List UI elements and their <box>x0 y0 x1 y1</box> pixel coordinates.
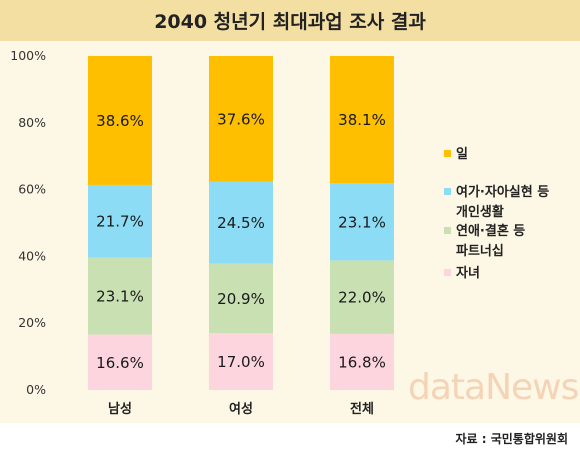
data-label: 22.0% <box>338 289 386 307</box>
chart-title: 2040 청년기 최대과업 조사 결과 <box>0 0 580 41</box>
data-label: 17.0% <box>217 353 265 371</box>
chart-panel: 0% 20% 40% 60% 80% 100% 16.6% 23.1% 21.7% 38.6% 1… <box>0 41 580 423</box>
bar-stack: 17.0% 20.9% 24.5% 37.6% <box>209 56 273 390</box>
bar-segment <box>330 56 394 184</box>
legend-entry: 일 <box>444 147 468 162</box>
data-label: 23.1% <box>96 287 144 305</box>
data-label: 20.9% <box>217 290 265 308</box>
y-axis: 0% 20% 40% 60% 80% 100% <box>10 48 46 397</box>
legend-entry: 자녀 <box>444 265 480 281</box>
y-tick-label: 20% <box>18 315 46 330</box>
data-label: 16.8% <box>338 353 386 371</box>
legend-label: 자녀 <box>456 265 480 281</box>
x-tick-label: 여성 <box>229 401 253 417</box>
bar-segment <box>209 181 273 264</box>
bar-stack: 16.8% 22.0% 23.1% 38.1% <box>330 56 394 390</box>
stacked-bar-chart: 0%20%40%60%80%100% 16.6%23.1%21.7%38.6%1… <box>10 48 549 417</box>
data-label: 38.1% <box>338 111 386 129</box>
y-tick-label: 60% <box>18 182 46 197</box>
y-tick-label: 0% <box>26 382 46 397</box>
data-label: 38.6% <box>96 112 144 130</box>
data-label: 23.1% <box>338 213 386 231</box>
legend-label: 연애·결혼 등 <box>456 223 525 239</box>
x-axis: 남성 여성 전체 <box>108 401 374 417</box>
bar-segment <box>209 56 273 182</box>
y-tick-label: 40% <box>18 248 46 263</box>
data-label: 16.6% <box>96 354 144 372</box>
bar-segment <box>88 334 152 390</box>
bar-stacks: 16.6% 23.1% 21.7% 38.6% 17.0% 20.9% 24.5% 37.6%… <box>88 56 394 390</box>
bar-segment <box>330 260 394 334</box>
bar-segment <box>88 257 152 335</box>
legend-swatch <box>444 269 451 276</box>
bar-segment <box>209 333 273 390</box>
data-label: 37.6% <box>217 110 265 128</box>
watermark-logo: dataNews <box>408 367 579 408</box>
bar-segment <box>330 333 394 390</box>
y-tick-label: 80% <box>18 115 46 130</box>
bar-segment <box>330 183 394 261</box>
data-label: 21.7% <box>96 213 144 231</box>
legend-label: 파트너십 <box>456 243 504 259</box>
legend-swatch <box>444 188 451 195</box>
bar-segment <box>88 56 152 185</box>
bar-segment <box>88 184 152 258</box>
y-tick-label: 100% <box>10 48 46 63</box>
legend-label: 개인생활 <box>456 204 504 220</box>
legend-label: 일 <box>456 147 468 162</box>
bar-stack: 16.6% 23.1% 21.7% 38.6% <box>88 56 152 390</box>
source-note: 자료 : 국민통합위원회 <box>455 432 568 446</box>
bar-segment <box>209 263 273 334</box>
x-tick-label: 전체 <box>350 401 374 417</box>
legend-swatch <box>444 227 451 234</box>
legend-label: 여가·자아실현 등 <box>456 184 549 200</box>
legend-swatch <box>444 150 451 157</box>
x-tick-label: 남성 <box>108 401 132 417</box>
data-label: 24.5% <box>217 214 265 232</box>
